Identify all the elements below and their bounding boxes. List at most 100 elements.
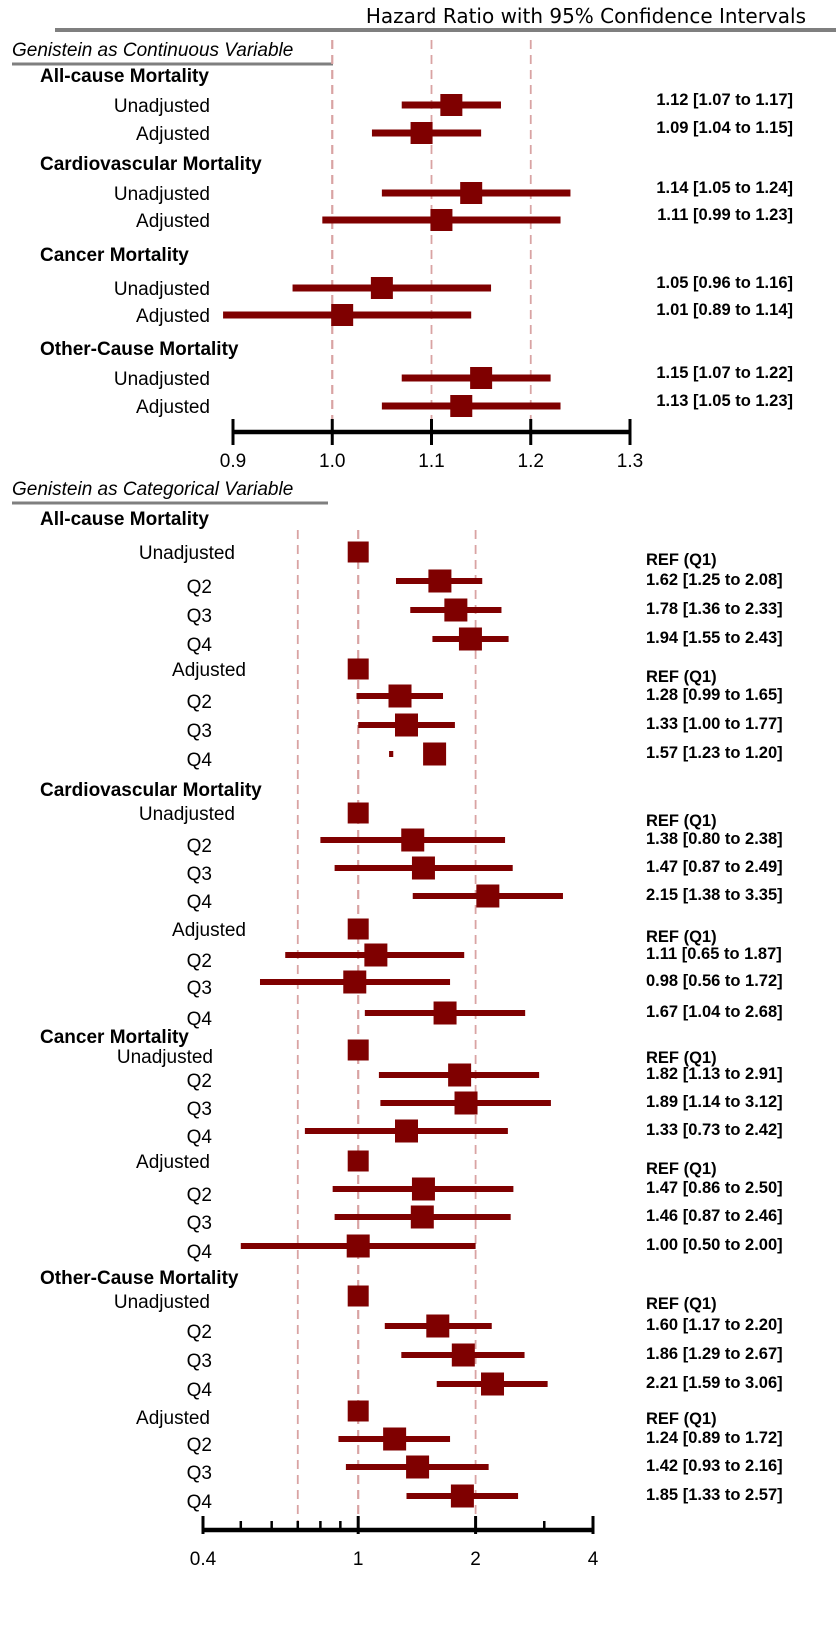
ci-value: 1.15 [1.07 to 1.22]: [656, 364, 793, 382]
subgroup-label: Unadjusted: [117, 1047, 213, 1068]
continuous-panel: Genistein as Continuous Variable All-caus…: [12, 40, 793, 472]
ci-value: 1.24 [0.89 to 1.72]: [646, 1429, 783, 1447]
ci-value: 1.60 [1.17 to 2.20]: [646, 1316, 783, 1334]
point-marker: [394, 1119, 418, 1143]
ci-value: 1.47 [0.87 to 2.49]: [646, 858, 783, 876]
point-marker: [460, 182, 483, 204]
subgroup-label: Adjusted: [172, 920, 246, 941]
x-tick-label: 1: [353, 1549, 364, 1570]
point-marker: [476, 884, 500, 908]
quartile-label: Q2: [187, 1185, 212, 1206]
point-marker: [347, 802, 369, 824]
outcome-heading: Cardiovascular Mortality: [40, 780, 262, 801]
ci-value: 1.38 [0.80 to 2.38]: [646, 830, 783, 848]
point-marker: [394, 713, 418, 737]
quartile-label: Q4: [187, 1492, 213, 1513]
row-label: Adjusted: [136, 211, 210, 232]
point-marker: [370, 277, 393, 299]
point-marker: [440, 94, 463, 116]
x-tick-label: 1.3: [617, 451, 643, 472]
ci-value: REF (Q1): [646, 812, 717, 830]
row-label: Adjusted: [136, 306, 210, 327]
section-label: Genistein as Continuous Variable: [12, 40, 293, 61]
ci-value: 1.85 [1.33 to 2.57]: [646, 1486, 783, 1504]
subgroup-label: Unadjusted: [139, 543, 235, 564]
ci-value: REF (Q1): [646, 1410, 717, 1428]
quartile-label: Q4: [187, 892, 213, 913]
ci-value: 1.94 [1.55 to 2.43]: [646, 629, 783, 647]
ci-value: 2.15 [1.38 to 3.35]: [646, 886, 783, 904]
quartile-label: Q2: [187, 1071, 212, 1092]
ci-value: 1.11 [0.65 to 1.87]: [646, 945, 782, 963]
quartile-label: Q2: [187, 836, 212, 857]
point-marker: [343, 970, 367, 994]
row-label: Unadjusted: [114, 184, 210, 205]
outcome-heading: All-cause Mortality: [40, 509, 209, 530]
chart-title: Hazard Ratio with 95% Confidence Interva…: [366, 4, 806, 28]
outcome-heading: Other-Cause Mortality: [40, 1268, 239, 1289]
ci-value: 1.89 [1.14 to 3.12]: [646, 1093, 783, 1111]
point-marker: [383, 1427, 407, 1451]
quartile-label: Q4: [187, 1127, 213, 1148]
point-marker: [347, 1039, 369, 1061]
point-marker: [448, 1063, 472, 1087]
quartile-label: Q4: [187, 635, 213, 656]
ci-value: 1.05 [0.96 to 1.16]: [656, 274, 793, 292]
point-marker: [410, 1205, 434, 1229]
ci-value: 1.28 [0.99 to 1.65]: [646, 686, 783, 704]
section-label: Genistein as Categorical Variable: [12, 479, 293, 500]
point-marker: [451, 1343, 475, 1367]
ci-value: 1.46 [0.87 to 2.46]: [646, 1207, 783, 1225]
ci-value: 1.42 [0.93 to 2.16]: [646, 1457, 783, 1475]
point-marker: [364, 943, 388, 967]
quartile-label: Q4: [187, 1242, 213, 1263]
point-marker: [450, 395, 473, 417]
row-label: Unadjusted: [114, 96, 210, 117]
subgroup-label: Unadjusted: [114, 1292, 210, 1313]
point-marker: [388, 684, 412, 708]
point-marker: [426, 1314, 450, 1338]
point-marker: [406, 1455, 430, 1479]
quartile-label: Q2: [187, 692, 212, 713]
ci-value: 1.82 [1.13 to 2.91]: [646, 1065, 783, 1083]
ci-value: 1.12 [1.07 to 1.17]: [656, 91, 793, 109]
x-tick-label: 4: [588, 1549, 599, 1570]
point-marker: [347, 658, 369, 680]
ci-value: 1.62 [1.25 to 2.08]: [646, 571, 783, 589]
point-marker: [347, 918, 369, 940]
ci-value: 1.78 [1.36 to 2.33]: [646, 600, 783, 618]
quartile-label: Q4: [187, 1380, 213, 1401]
ci-value: 1.33 [1.00 to 1.77]: [646, 715, 783, 733]
row-label: Unadjusted: [114, 369, 210, 390]
ci-value: 1.13 [1.05 to 1.23]: [656, 392, 793, 410]
ci-value: 1.00 [0.50 to 2.00]: [646, 1236, 783, 1254]
outcome-heading: Cancer Mortality: [40, 1027, 189, 1048]
point-marker: [444, 598, 468, 622]
quartile-label: Q3: [187, 864, 212, 885]
ci-value: 0.98 [0.56 to 1.72]: [646, 972, 783, 990]
point-marker: [458, 627, 482, 651]
outcome-heading: Cancer Mortality: [40, 245, 189, 266]
point-marker: [423, 742, 447, 766]
subgroup-label: Adjusted: [136, 1152, 210, 1173]
x-tick-label: 2: [470, 1549, 481, 1570]
row-label: Unadjusted: [114, 279, 210, 300]
x-tick-label: 0.4: [190, 1549, 217, 1570]
categorical-panel: Genistein as Categorical Variable All-cau…: [12, 479, 783, 1570]
point-marker: [401, 828, 425, 852]
quartile-label: Q2: [187, 951, 212, 972]
ci-value: 1.09 [1.04 to 1.15]: [656, 119, 793, 137]
point-marker: [411, 1177, 435, 1201]
x-tick-label: 1.2: [518, 451, 544, 472]
ci-value: 1.86 [1.29 to 2.67]: [646, 1345, 783, 1363]
point-marker: [450, 1484, 474, 1508]
quartile-label: Q3: [187, 1099, 212, 1120]
point-marker: [347, 1285, 369, 1307]
x-tick-label: 1.0: [319, 451, 345, 472]
quartile-label: Q2: [187, 1435, 212, 1456]
ci-value: 1.01 [0.89 to 1.14]: [656, 301, 793, 319]
outcome-heading: Cardiovascular Mortality: [40, 154, 262, 175]
ci-value: 1.14 [1.05 to 1.24]: [656, 179, 793, 197]
quartile-label: Q4: [187, 1009, 213, 1030]
